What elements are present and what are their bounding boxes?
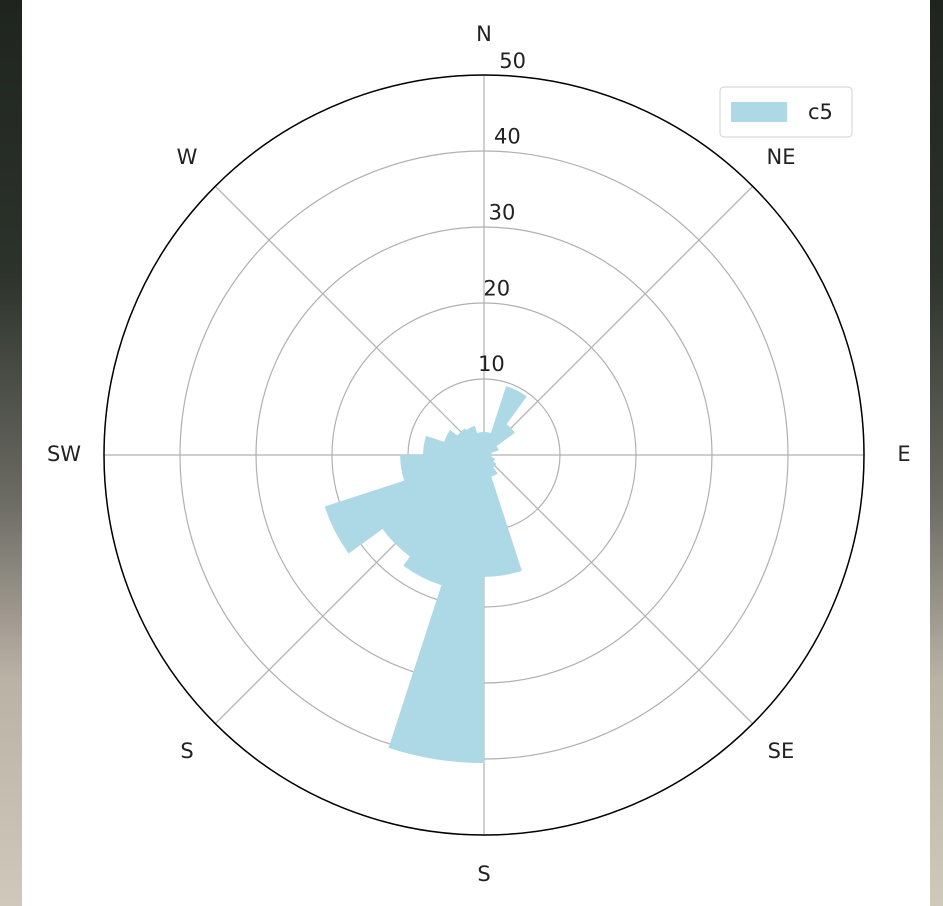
wind-bar xyxy=(400,454,485,482)
radial-tick-label: 30 xyxy=(489,201,516,225)
wind-bar xyxy=(324,454,485,554)
wind-bar xyxy=(443,430,485,456)
legend: c5 xyxy=(719,86,853,138)
angle-tick-label: SW xyxy=(47,442,81,466)
angle-tick-label: SE xyxy=(768,739,795,763)
wind-bar xyxy=(483,445,499,456)
radial-tick-label: 20 xyxy=(483,276,510,300)
labels: N NE E SE S S SW W 10 20 30 40 50 c5 xyxy=(47,22,911,886)
angle-tick-label: E xyxy=(897,442,910,466)
polar-spine xyxy=(103,74,865,836)
angle-tick-label: W xyxy=(177,145,198,169)
wind-bar xyxy=(476,431,485,456)
legend-label: c5 xyxy=(808,100,833,124)
radial-tick-label: 40 xyxy=(494,125,521,149)
radial-tick-label: 10 xyxy=(478,352,505,376)
angle-tick-label: NE xyxy=(766,145,795,169)
angular-grid-line xyxy=(214,185,485,456)
wind-bar xyxy=(388,454,485,764)
angle-tick-label: S xyxy=(180,739,193,763)
legend-swatch xyxy=(731,102,787,122)
wind-bar xyxy=(465,425,485,456)
wind-bar xyxy=(403,454,485,586)
bars xyxy=(324,386,527,764)
angular-grid-line xyxy=(483,454,754,725)
radial-tick-label: 50 xyxy=(499,49,526,73)
angle-tick-label: N xyxy=(476,22,492,46)
wind-bar xyxy=(457,428,485,456)
angle-tick-label: S xyxy=(477,862,490,886)
angular-grid-line xyxy=(483,185,754,456)
wind-bar xyxy=(483,386,527,456)
wind-bar xyxy=(483,423,516,456)
